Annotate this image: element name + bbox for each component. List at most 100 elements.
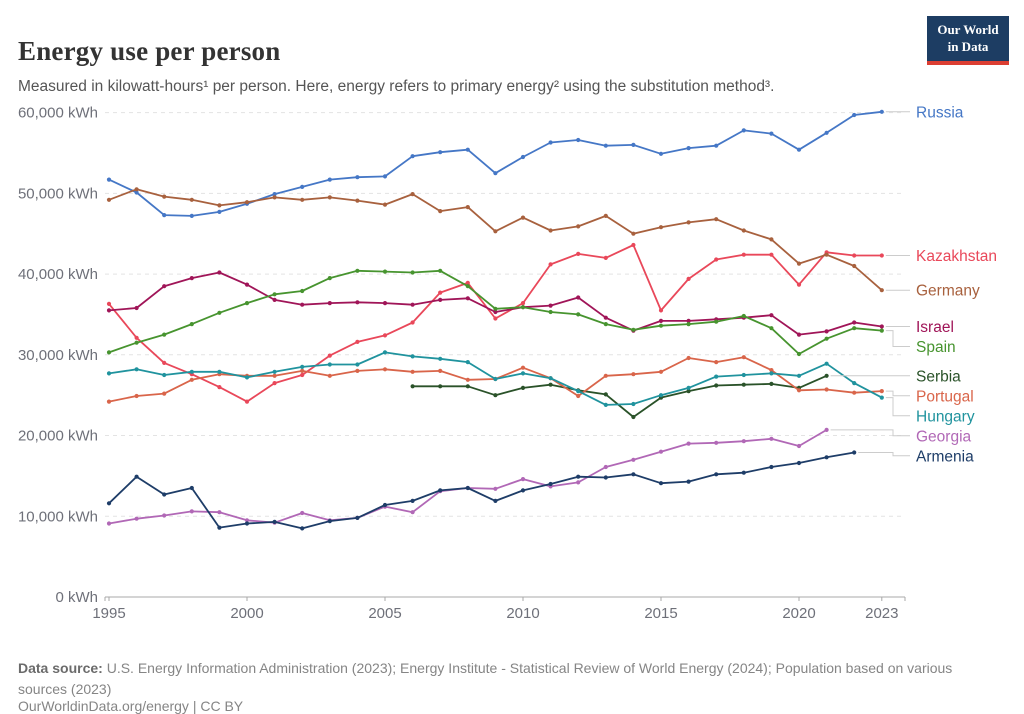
- series-label-georgia[interactable]: Georgia: [916, 428, 972, 445]
- data-point-germany[interactable]: [576, 224, 581, 229]
- data-point-kazakhstan[interactable]: [493, 316, 498, 321]
- data-point-serbia[interactable]: [824, 373, 829, 378]
- data-point-russia[interactable]: [355, 175, 360, 180]
- data-point-armenia[interactable]: [631, 472, 636, 477]
- data-point-spain[interactable]: [576, 312, 581, 317]
- data-point-germany[interactable]: [631, 231, 636, 236]
- data-point-armenia[interactable]: [465, 485, 470, 491]
- data-point-germany[interactable]: [327, 195, 332, 200]
- data-point-hungary[interactable]: [520, 371, 526, 376]
- data-point-serbia[interactable]: [465, 384, 470, 389]
- data-point-israel[interactable]: [686, 318, 691, 323]
- data-point-armenia[interactable]: [493, 498, 498, 503]
- data-point-israel[interactable]: [438, 297, 443, 302]
- series-label-germany[interactable]: Germany: [916, 283, 980, 300]
- data-point-kazakhstan[interactable]: [327, 353, 332, 358]
- series-label-hungary[interactable]: Hungary: [916, 408, 975, 425]
- data-point-russia[interactable]: [465, 147, 470, 152]
- data-point-hungary[interactable]: [134, 367, 139, 372]
- data-point-kazakhstan[interactable]: [796, 282, 802, 287]
- data-point-germany[interactable]: [382, 202, 388, 207]
- data-point-armenia[interactable]: [272, 519, 277, 525]
- data-point-serbia[interactable]: [714, 383, 719, 388]
- data-point-armenia[interactable]: [382, 502, 388, 508]
- data-point-spain[interactable]: [769, 326, 774, 331]
- line-georgia[interactable]: [108, 429, 828, 525]
- data-point-kazakhstan[interactable]: [603, 255, 608, 260]
- data-point-portugal[interactable]: [410, 369, 415, 374]
- data-point-georgia[interactable]: [603, 464, 608, 470]
- data-point-spain[interactable]: [852, 326, 857, 331]
- data-point-georgia[interactable]: [300, 510, 305, 516]
- data-point-georgia[interactable]: [658, 449, 664, 454]
- data-point-hungary[interactable]: [410, 354, 415, 359]
- data-point-portugal[interactable]: [106, 399, 112, 404]
- data-point-russia[interactable]: [796, 147, 802, 152]
- data-point-portugal[interactable]: [382, 367, 388, 372]
- data-point-germany[interactable]: [134, 187, 139, 192]
- data-point-kazakhstan[interactable]: [769, 252, 774, 257]
- data-point-germany[interactable]: [796, 261, 802, 266]
- data-point-spain[interactable]: [438, 268, 443, 273]
- data-point-armenia[interactable]: [824, 455, 829, 460]
- data-point-serbia[interactable]: [631, 414, 636, 420]
- data-point-spain[interactable]: [465, 284, 470, 289]
- data-point-israel[interactable]: [658, 318, 664, 323]
- data-point-kazakhstan[interactable]: [382, 333, 388, 338]
- data-point-russia[interactable]: [658, 151, 664, 156]
- data-point-armenia[interactable]: [410, 498, 415, 503]
- data-point-israel[interactable]: [410, 302, 415, 307]
- data-point-spain[interactable]: [106, 350, 112, 355]
- data-point-hungary[interactable]: [686, 385, 691, 390]
- data-point-georgia[interactable]: [162, 513, 167, 518]
- data-point-armenia[interactable]: [769, 464, 774, 470]
- data-point-spain[interactable]: [272, 292, 277, 297]
- data-point-spain[interactable]: [741, 313, 746, 319]
- data-point-israel[interactable]: [106, 308, 112, 313]
- data-point-portugal[interactable]: [714, 360, 719, 365]
- data-point-armenia[interactable]: [603, 475, 608, 480]
- data-point-kazakhstan[interactable]: [244, 399, 250, 404]
- data-point-israel[interactable]: [327, 301, 332, 306]
- data-point-israel[interactable]: [465, 296, 470, 301]
- data-point-germany[interactable]: [520, 215, 526, 220]
- data-point-hungary[interactable]: [493, 376, 498, 382]
- data-point-spain[interactable]: [493, 306, 498, 311]
- data-point-russia[interactable]: [493, 171, 498, 176]
- data-point-serbia[interactable]: [438, 384, 443, 389]
- data-point-russia[interactable]: [603, 143, 608, 148]
- data-point-hungary[interactable]: [300, 364, 305, 369]
- data-point-kazakhstan[interactable]: [576, 251, 581, 256]
- data-point-kazakhstan[interactable]: [879, 253, 884, 258]
- data-point-hungary[interactable]: [162, 372, 167, 378]
- line-russia[interactable]: [108, 110, 882, 217]
- data-point-armenia[interactable]: [796, 460, 802, 466]
- data-point-serbia[interactable]: [769, 381, 774, 386]
- data-point-russia[interactable]: [162, 213, 167, 218]
- data-point-hungary[interactable]: [824, 361, 829, 366]
- data-point-spain[interactable]: [134, 340, 139, 345]
- data-point-georgia[interactable]: [824, 427, 829, 432]
- data-point-israel[interactable]: [355, 300, 360, 305]
- data-point-kazakhstan[interactable]: [465, 280, 470, 285]
- series-label-kazakhstan[interactable]: Kazakhstan: [916, 248, 997, 265]
- data-point-spain[interactable]: [217, 310, 222, 315]
- data-point-hungary[interactable]: [438, 356, 443, 361]
- data-point-germany[interactable]: [217, 203, 222, 208]
- data-point-israel[interactable]: [162, 284, 167, 289]
- data-point-armenia[interactable]: [189, 485, 194, 491]
- data-point-hungary[interactable]: [852, 381, 857, 386]
- data-point-germany[interactable]: [741, 228, 746, 233]
- data-point-israel[interactable]: [300, 302, 305, 307]
- data-point-kazakhstan[interactable]: [162, 360, 167, 365]
- data-point-georgia[interactable]: [189, 509, 194, 514]
- data-point-russia[interactable]: [714, 143, 719, 148]
- data-point-hungary[interactable]: [548, 376, 553, 381]
- data-point-hungary[interactable]: [327, 362, 332, 367]
- data-point-hungary[interactable]: [658, 393, 664, 398]
- data-point-russia[interactable]: [631, 142, 636, 147]
- data-point-russia[interactable]: [548, 140, 553, 145]
- data-point-armenia[interactable]: [300, 526, 305, 531]
- series-label-armenia[interactable]: Armenia: [916, 448, 974, 465]
- data-point-germany[interactable]: [548, 228, 553, 233]
